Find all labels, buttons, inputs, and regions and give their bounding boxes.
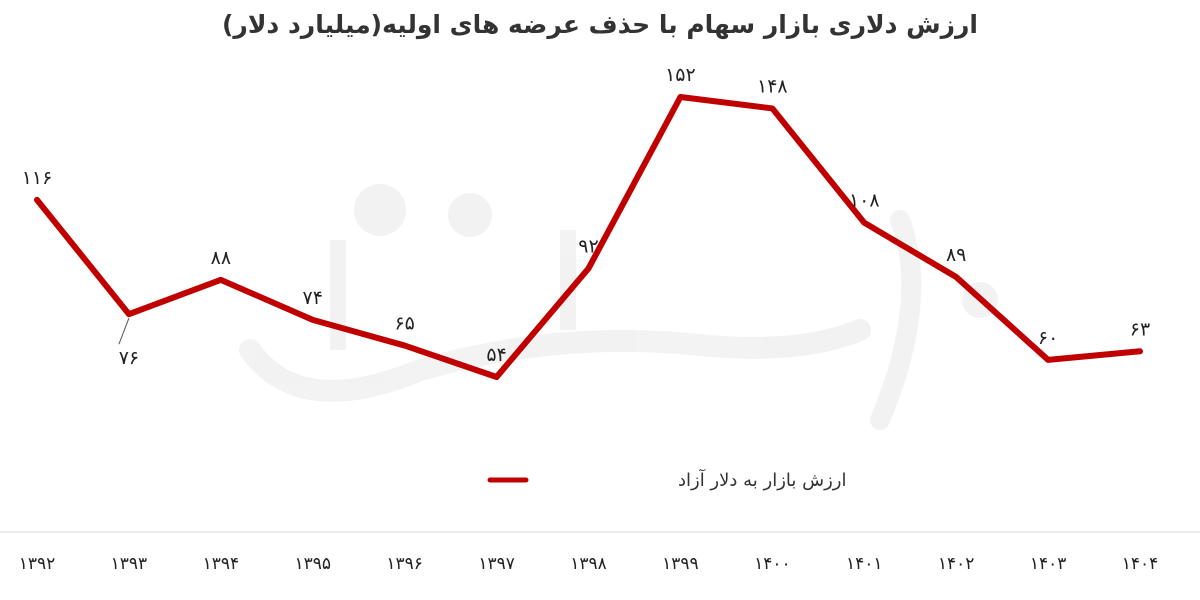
plot-area: ۱۱۶ ۷۶ ۸۸ ۷۴ ۶۵ ۵۴ ۹۲ ۱۵۲ ۱۴۸ ۱۰۸ ۸۹ ۶۰ ۶۳ [22, 64, 1150, 380]
x-tick-label: ۱۳۹۵ [294, 554, 331, 574]
data-label: ۱۵۲ [665, 64, 696, 86]
watermark-logo [239, 184, 998, 430]
x-tick-label: ۱۴۰۱ [846, 554, 883, 574]
x-tick-label: ۱۴۰۴ [1122, 554, 1159, 574]
x-tick-label: ۱۴۰۲ [938, 554, 975, 574]
data-label: ۱۱۶ [22, 167, 53, 189]
x-tick-label: ۱۳۹۹ [662, 554, 699, 574]
data-label: ۶۰ [1038, 327, 1058, 349]
data-label: ۹۲ [578, 235, 598, 257]
data-label: ۱۰۸ [849, 190, 880, 212]
data-label: ۶۵ [394, 313, 414, 335]
data-label: ۸۸ [211, 247, 231, 269]
legend-label: ارزش بازار به دلار آزاد [678, 468, 846, 491]
data-label: ۷۴ [303, 287, 323, 309]
data-label: ۷۶ [119, 347, 139, 369]
data-label: ۱۴۸ [757, 75, 788, 97]
x-tick-label: ۱۳۹۷ [478, 554, 515, 574]
legend: ارزش بازار به دلار آزاد [487, 468, 846, 491]
series-line [34, 94, 1143, 380]
x-axis: ۱۳۹۲ ۱۳۹۳ ۱۳۹۴ ۱۳۹۵ ۱۳۹۶ ۱۳۹۷ ۱۳۹۸ ۱۳۹۹ ۱۴۰۰ ۱۴۰۱… [19, 554, 1159, 574]
chart-title: ارزش دلاری بازار سهام با حذف عرضه های او… [222, 10, 978, 39]
x-tick-label: ۱۳۹۳ [111, 554, 148, 574]
data-label: ۶۳ [1130, 318, 1150, 340]
x-tick-label: ۱۳۹۸ [570, 554, 607, 574]
data-label: ۵۴ [486, 344, 506, 366]
label-leader-line [118, 317, 130, 345]
x-tick-label: ۱۳۹۴ [203, 554, 240, 574]
x-tick-label: ۱۴۰۰ [754, 554, 791, 574]
data-label: ۸۹ [946, 244, 966, 266]
x-tick-label: ۱۳۹۲ [19, 554, 56, 574]
x-tick-label: ۱۴۰۳ [1030, 554, 1067, 574]
x-tick-label: ۱۳۹۶ [386, 554, 423, 574]
